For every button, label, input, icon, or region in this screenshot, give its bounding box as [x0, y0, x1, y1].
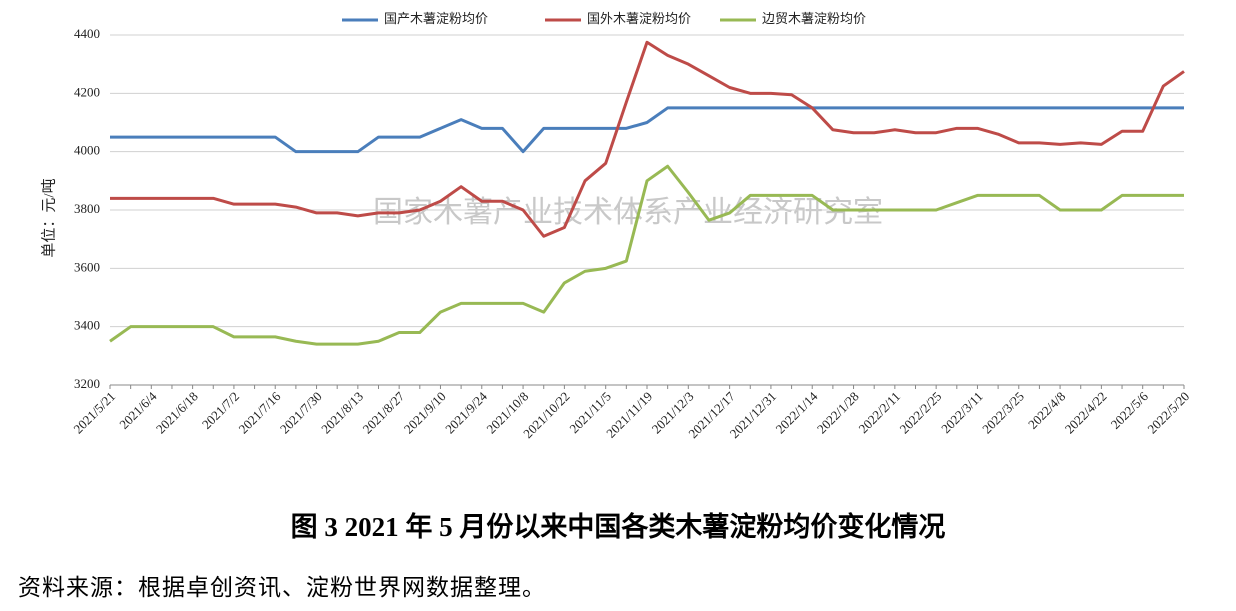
y-tick-label: 3600: [74, 259, 100, 274]
x-tick-label: 2022/3/11: [938, 389, 986, 437]
legend-label: 国产木薯淀粉均价: [384, 11, 488, 26]
x-tick-label: 2021/6/18: [153, 389, 201, 437]
x-tick-label: 2021/8/13: [318, 389, 366, 437]
y-tick-label: 3200: [74, 376, 100, 391]
legend-label: 边贸木薯淀粉均价: [762, 11, 866, 26]
x-tick-label: 2021/5/21: [70, 389, 118, 437]
caption: 图 3 2021 年 5 月份以来中国各类木薯淀粉均价变化情况: [290, 512, 946, 542]
watermark: 国家木薯产业技术体系产业经济研究室: [373, 196, 883, 229]
x-tick-label: 2022/5/20: [1144, 389, 1192, 437]
x-tick-label: 2022/2/25: [896, 389, 944, 437]
source: 资料来源：根据卓创资讯、淀粉世界网数据整理。: [18, 575, 546, 600]
x-tick-label: 2022/1/14: [773, 388, 821, 436]
x-tick-label: 2021/8/27: [359, 388, 407, 436]
legend-label: 国外木薯淀粉均价: [587, 11, 691, 26]
x-tick-label: 2021/9/24: [442, 388, 490, 436]
y-tick-label: 4400: [74, 26, 100, 41]
y-tick-label: 3400: [74, 318, 100, 333]
series-line: [110, 40, 1185, 238]
chart: 国家木薯产业技术体系产业经济研究室 单位：元/吨 3200 3400 3600 380…: [40, 11, 1192, 441]
legend-item: 国产木薯淀粉均价: [342, 11, 488, 26]
legend-item: 边贸木薯淀粉均价: [720, 11, 866, 26]
x-tick-label: 2021/9/10: [401, 389, 449, 437]
y-tick-label: 4200: [74, 84, 100, 99]
x-tick-label: 2022/2/11: [856, 389, 904, 437]
series-line: [109, 164, 1184, 346]
x-tick-label: 2022/3/25: [979, 389, 1027, 437]
y-tick-label: 4000: [74, 143, 100, 158]
legend-item: 国外木薯淀粉均价: [545, 11, 691, 26]
x-tick-label: 2022/1/28: [814, 389, 862, 437]
series-line: [110, 106, 1184, 154]
x-tick-label: 2022/4/22: [1062, 389, 1110, 437]
y-axis-label: 单位：元/吨: [40, 178, 57, 257]
y-tick-label: 3800: [74, 201, 100, 216]
x-tick-label: 2021/7/16: [236, 388, 284, 436]
x-tick-label: 2021/7/30: [277, 389, 325, 437]
